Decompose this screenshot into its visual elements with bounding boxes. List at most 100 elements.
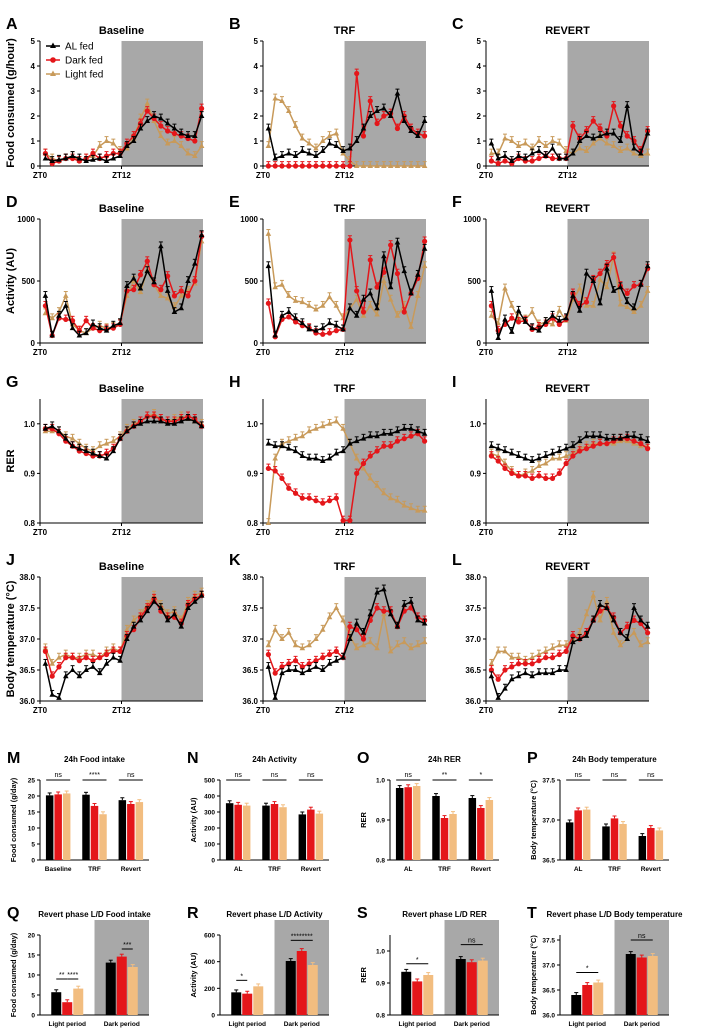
data-point (137, 120, 144, 127)
data-point (178, 130, 185, 136)
data-point (117, 648, 123, 655)
data-point (62, 292, 69, 298)
data-point (313, 663, 319, 669)
data-point (610, 130, 617, 136)
data-point (313, 327, 319, 333)
data-point (529, 458, 535, 463)
y-tick-label: 36.5 (242, 666, 258, 675)
data-point (536, 670, 542, 676)
data-point (306, 661, 312, 667)
data-point (502, 685, 508, 691)
data-point (151, 113, 157, 118)
data-point (522, 318, 529, 324)
data-point (394, 428, 401, 434)
data-point (576, 438, 583, 444)
bar (647, 956, 658, 1015)
data-point (401, 601, 408, 607)
panel-title: TRF (334, 561, 356, 573)
data-point (319, 325, 326, 331)
data-point (292, 163, 299, 169)
data-point (347, 517, 353, 524)
y-tick-label: 5 (477, 37, 482, 46)
y-axis-label: Body temperature (°C) (529, 935, 538, 1015)
data-point (192, 418, 198, 424)
data-point (631, 433, 637, 439)
significance-label: **** (89, 772, 100, 779)
data-point (488, 312, 495, 318)
data-point (631, 145, 637, 151)
data-point (529, 661, 535, 667)
data-point (563, 648, 569, 655)
data-point (286, 314, 292, 320)
data-point (522, 140, 529, 146)
data-point (110, 648, 116, 655)
y-axis-label: Food consumed (g/day) (9, 932, 18, 1017)
data-point (83, 448, 89, 454)
panel-S: 0.8 0.9 1.0 Revert phase L/D RER S RER Light p… (357, 905, 499, 1028)
data-point (576, 285, 583, 291)
x-tick-label: ZT12 (335, 528, 354, 537)
data-point (570, 150, 576, 156)
bar (565, 822, 574, 860)
data-point (110, 654, 117, 660)
data-point (326, 651, 333, 658)
data-point (279, 670, 285, 676)
data-point (360, 312, 367, 318)
data-point (265, 143, 272, 148)
data-point (158, 243, 164, 249)
data-point (185, 150, 191, 156)
bar (225, 803, 234, 860)
data-point (333, 143, 340, 148)
data-point (415, 617, 421, 623)
data-point (360, 435, 367, 441)
data-point (536, 462, 542, 468)
data-point (279, 153, 285, 158)
y-tick-label: 100 (204, 842, 215, 849)
data-point (624, 299, 631, 305)
data-point (367, 639, 374, 645)
data-point (192, 598, 198, 604)
panel-letter: M (7, 750, 20, 767)
significance-label: ** (442, 772, 448, 779)
data-point (610, 435, 617, 441)
significance-label: **** (67, 972, 78, 979)
data-point (387, 163, 394, 168)
data-point (549, 312, 556, 318)
y-tick-label: 10 (28, 973, 36, 980)
data-point (90, 651, 96, 657)
data-point (360, 460, 367, 467)
data-point (624, 103, 631, 108)
data-point (110, 140, 117, 146)
data-point (333, 302, 340, 308)
data-point (549, 645, 556, 651)
data-point (333, 328, 339, 334)
data-point (319, 138, 326, 143)
panel-letter: K (229, 552, 241, 569)
y-tick-label: 0.9 (24, 469, 36, 478)
data-point (360, 636, 367, 642)
bar (610, 818, 619, 860)
data-point (387, 611, 394, 617)
data-point (299, 645, 306, 651)
significance-label: * (479, 772, 482, 779)
data-point (502, 153, 508, 158)
y-tick-label: 0 (254, 162, 259, 171)
bar (636, 957, 647, 1015)
x-tick-label: ZT12 (112, 706, 131, 715)
data-point (360, 629, 367, 635)
data-point (508, 676, 515, 682)
significance-label: ns (574, 772, 582, 779)
data-point (62, 673, 69, 679)
data-point (556, 470, 562, 476)
data-point (563, 155, 569, 161)
data-point (638, 150, 644, 156)
significance-label: **** (302, 933, 313, 940)
data-point (549, 655, 556, 661)
bar (51, 992, 62, 1015)
data-point (151, 279, 157, 285)
data-point (617, 629, 624, 635)
data-point (563, 315, 569, 321)
bar (638, 836, 647, 860)
data-point (374, 589, 380, 595)
data-point (583, 299, 590, 305)
